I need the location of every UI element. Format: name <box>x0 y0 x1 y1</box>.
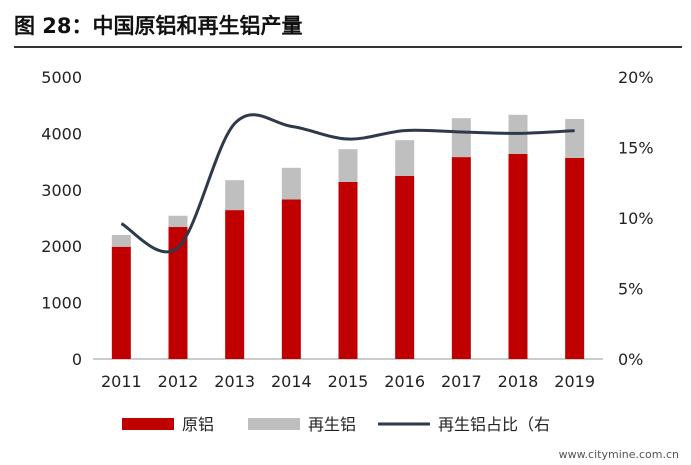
line-share-series <box>120 113 575 254</box>
x-tick-label: 2017 <box>441 372 482 391</box>
x-tick-label: 2012 <box>158 372 199 391</box>
y2-tick-label: 0% <box>618 350 643 369</box>
y2-tick-label: 5% <box>618 280 643 299</box>
bar-primary-2019 <box>565 157 585 359</box>
x-tick-label: 2014 <box>271 372 312 391</box>
bar-recycled-2015 <box>338 149 358 182</box>
y2-tick-label: 15% <box>618 139 654 158</box>
legend-label: 再生铝 <box>308 415 356 434</box>
y-tick-label: 3000 <box>41 181 82 200</box>
bar-recycled-2019 <box>565 119 585 158</box>
y-tick-label: 4000 <box>41 124 82 143</box>
x-tick-label: 2013 <box>214 372 255 391</box>
bar-recycled-2012 <box>168 215 188 228</box>
bar-recycled-2014 <box>281 167 301 200</box>
bar-primary-2017 <box>451 157 471 359</box>
x-tick-label: 2018 <box>498 372 539 391</box>
bar-primary-2012 <box>168 227 188 359</box>
x-tick-label: 2015 <box>328 372 369 391</box>
bar-recycled-2011 <box>111 234 131 247</box>
legend-label: 再生铝占比（右 <box>438 415 550 434</box>
y2-tick-label: 20% <box>618 68 654 87</box>
y-tick-label: 5000 <box>41 68 82 87</box>
chart-title: 图 28：中国原铝和再生铝产量 <box>14 14 303 38</box>
bar-recycled-2013 <box>225 180 245 211</box>
y-tick-label: 1000 <box>41 294 82 313</box>
x-tick-label: 2019 <box>554 372 595 391</box>
bar-primary-2018 <box>508 153 528 359</box>
bar-primary-2013 <box>225 210 245 359</box>
bar-primary-2014 <box>281 199 301 359</box>
bar-primary-2016 <box>395 175 415 359</box>
y2-tick-label: 10% <box>618 209 654 228</box>
bar-recycled-2016 <box>395 140 415 176</box>
bar-recycled-2017 <box>451 118 471 158</box>
bar-primary-2011 <box>111 246 131 359</box>
legend-swatch-1 <box>248 418 300 430</box>
watermark: www.citymine.com.cn <box>558 448 679 461</box>
y-tick-label: 2000 <box>41 237 82 256</box>
y-tick-label: 0 <box>72 350 82 369</box>
x-tick-label: 2011 <box>101 372 142 391</box>
x-tick-label: 2016 <box>384 372 425 391</box>
bar-primary-2015 <box>338 181 358 359</box>
legend-swatch-0 <box>122 418 174 430</box>
title-divider <box>14 46 682 48</box>
legend-label: 原铝 <box>182 415 214 434</box>
